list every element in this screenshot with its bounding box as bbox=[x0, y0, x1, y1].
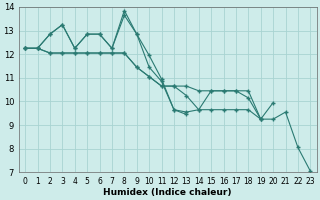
X-axis label: Humidex (Indice chaleur): Humidex (Indice chaleur) bbox=[103, 188, 232, 197]
